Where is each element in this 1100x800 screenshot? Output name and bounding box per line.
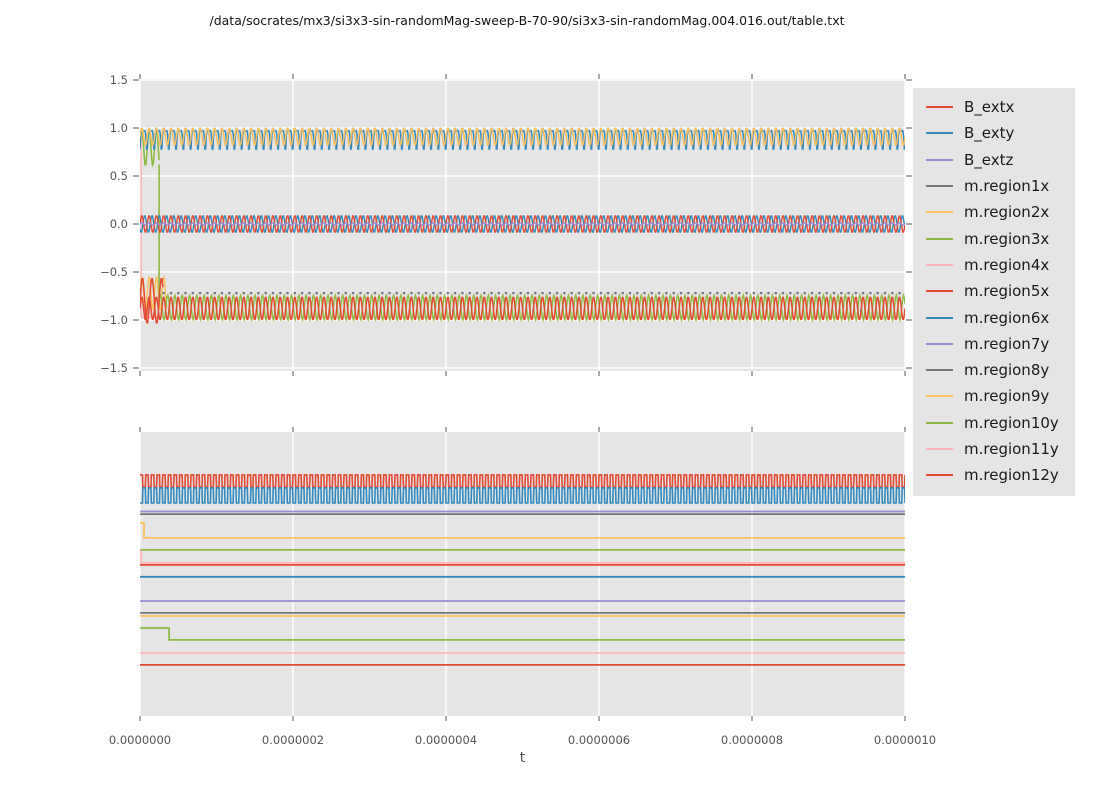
legend-label: B_extz bbox=[964, 150, 1014, 169]
x-tick-label: 0.0000006 bbox=[568, 733, 630, 747]
y-tick-label: −1.0 bbox=[100, 313, 128, 327]
y-tick-label: 1.5 bbox=[110, 73, 128, 87]
y-tick-label: 0.5 bbox=[110, 169, 128, 183]
legend-line-swatch bbox=[926, 474, 953, 477]
legend-label: m.region4x bbox=[964, 255, 1050, 274]
legend-item-m.region6x: m.region6x bbox=[913, 304, 1075, 330]
legend-label: m.region2x bbox=[964, 203, 1050, 222]
legend-line-swatch bbox=[926, 106, 953, 109]
legend-item-B_extz: B_extz bbox=[913, 147, 1075, 173]
legend-label: m.region9y bbox=[964, 387, 1050, 406]
legend-item-m.region2x: m.region2x bbox=[913, 199, 1075, 225]
legend-label: m.region6x bbox=[964, 308, 1050, 327]
legend-label: m.region8y bbox=[964, 361, 1050, 380]
legend-item-B_extx: B_extx bbox=[913, 94, 1075, 120]
legend-item-m.region8y: m.region8y bbox=[913, 357, 1075, 383]
legend-item-m.region10y: m.region10y bbox=[913, 410, 1075, 436]
legend-line-swatch bbox=[926, 158, 953, 161]
tick-marks bbox=[133, 74, 912, 721]
series-m.region5x-start-transient bbox=[140, 278, 164, 324]
series-step-orange bbox=[140, 522, 905, 539]
legend-label: B_extx bbox=[964, 98, 1015, 117]
legend-item-B_exty: B_exty bbox=[913, 120, 1075, 146]
legend-label: m.region12y bbox=[964, 466, 1059, 485]
legend-line-swatch bbox=[926, 263, 953, 266]
x-tick-label: 0.0000008 bbox=[721, 733, 783, 747]
legend: B_extx B_exty B_extz m.region1x m.region2x m.… bbox=[913, 88, 1075, 497]
legend-label: m.region7y bbox=[964, 334, 1050, 353]
legend-label: B_exty bbox=[964, 124, 1015, 143]
legend-item-m.region12y: m.region12y bbox=[913, 462, 1075, 488]
series-m.region2x bbox=[140, 127, 905, 146]
legend-item-m.region1x: m.region1x bbox=[913, 173, 1075, 199]
legend-line-swatch bbox=[926, 316, 953, 319]
legend-item-m.region5x: m.region5x bbox=[913, 278, 1075, 304]
legend-line-swatch bbox=[926, 211, 953, 214]
tick-labels: 0.0000000 0.0000002 0.0000004 0.0000006 0.00… bbox=[100, 73, 936, 747]
x-tick-label: 0.0000004 bbox=[415, 733, 477, 747]
y-tick-label: 1.0 bbox=[110, 121, 128, 135]
legend-item-m.region3x: m.region3x bbox=[913, 225, 1075, 251]
legend-label: m.region3x bbox=[964, 229, 1050, 248]
series-square-blue bbox=[140, 487, 905, 504]
x-axis-label: t bbox=[519, 750, 526, 766]
legend-line-swatch bbox=[926, 132, 953, 135]
y-tick-label: −1.5 bbox=[100, 361, 128, 375]
legend-item-m.region4x: m.region4x bbox=[913, 252, 1075, 278]
legend-label: m.region5x bbox=[964, 282, 1050, 301]
legend-label: m.region11y bbox=[964, 440, 1059, 458]
series-m.region3x-bottom bbox=[158, 292, 905, 323]
legend-line-swatch bbox=[926, 369, 953, 372]
x-tick-label: 0.0000000 bbox=[109, 733, 171, 747]
legend-line-swatch bbox=[926, 342, 953, 345]
series-m.region6x bbox=[140, 130, 905, 150]
legend-label: m.region10y bbox=[964, 413, 1059, 432]
series-step-green bbox=[140, 627, 905, 641]
y-tick-label: 0.0 bbox=[110, 217, 128, 231]
legend-item-m.region7y: m.region7y bbox=[913, 331, 1075, 357]
top-plot-series bbox=[140, 126, 905, 324]
bottom-plot-series bbox=[140, 474, 905, 666]
legend-line-swatch bbox=[926, 237, 953, 240]
legend-item-m.region9y: m.region9y bbox=[913, 383, 1075, 409]
legend-label: m.region1x bbox=[964, 177, 1050, 196]
x-tick-label: 0.0000002 bbox=[262, 733, 324, 747]
series-m.region5x bbox=[140, 296, 905, 321]
x-tick-label: 0.0000010 bbox=[874, 733, 936, 747]
series-step-pink bbox=[140, 550, 905, 564]
legend-line-swatch bbox=[926, 448, 953, 450]
legend-item-m.region11y: m.region11y bbox=[913, 436, 1075, 462]
legend-line-swatch bbox=[926, 185, 953, 188]
legend-line-swatch bbox=[926, 290, 953, 293]
figure-title: /data/socrates/mx3/si3x3-sin-randomMag-s… bbox=[209, 13, 845, 28]
legend-line-swatch bbox=[926, 421, 953, 424]
y-tick-label: −0.5 bbox=[100, 265, 128, 279]
legend-line-swatch bbox=[926, 395, 953, 398]
series-B_extz bbox=[140, 222, 905, 226]
